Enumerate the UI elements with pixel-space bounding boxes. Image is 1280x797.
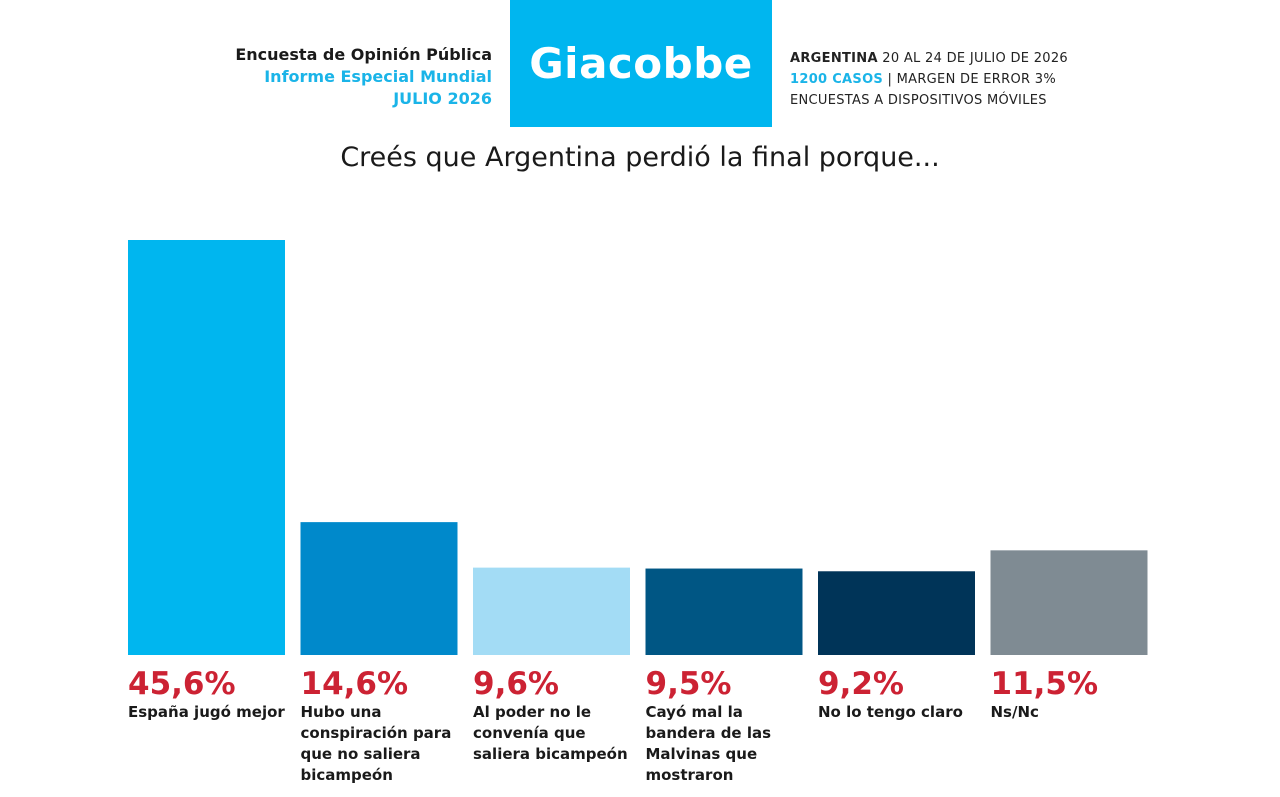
bar-2: [300, 522, 458, 655]
bar-4: [645, 568, 803, 655]
survey-subtitle: Informe Especial Mundial: [264, 67, 492, 86]
giacobbe-logo: Giacobbe: [510, 0, 772, 127]
bar-3: [473, 567, 630, 655]
survey-details: ARGENTINA 20 AL 24 DE JULIO DE 2026 1200…: [790, 48, 1068, 111]
bar-value-label-2: 14,6%: [300, 666, 409, 702]
bar-category-label-6: Ns/Nc: [990, 703, 1039, 721]
survey-dates: 20 AL 24 DE JULIO DE 2026: [877, 51, 1068, 66]
logo-text: Giacobbe: [529, 39, 753, 88]
survey-method: ENCUESTAS A DISPOSITIVOS MÓVILES: [790, 93, 1047, 108]
survey-country: ARGENTINA: [790, 51, 878, 66]
bar-6: [990, 550, 1148, 655]
survey-cases: 1200 CASOS: [790, 72, 884, 87]
survey-title: Encuesta de Opinión Pública: [235, 45, 492, 64]
bar-category-label-2: Hubo una conspiración para que no salier…: [300, 703, 452, 784]
survey-sample: 1200 CASOS | MARGEN DE ERROR 3%: [790, 69, 1068, 90]
bar-value-label-3: 9,6%: [473, 666, 559, 702]
bar-1: [128, 240, 285, 655]
bar-value-label-6: 11,5%: [990, 666, 1099, 702]
survey-location-dates: ARGENTINA 20 AL 24 DE JULIO DE 2026: [790, 48, 1068, 69]
bar-category-label-5: No lo tengo claro: [818, 703, 963, 721]
bar-value-label-1: 45,6%: [128, 666, 236, 702]
bar-category-label-3: Al poder no le convenía que saliera bica…: [473, 703, 628, 763]
bar-value-label-5: 9,2%: [818, 666, 904, 702]
bar-category-label-4: Cayó mal la bandera de las Malvinas que …: [645, 703, 772, 784]
survey-margin: | MARGEN DE ERROR 3%: [883, 72, 1056, 87]
bar-value-label-4: 9,5%: [645, 666, 732, 702]
survey-date: JULIO 2026: [393, 89, 492, 108]
chart-title: Creés que Argentina perdió la final porq…: [340, 142, 940, 173]
bar-category-label-1: España jugó mejor: [128, 703, 285, 721]
survey-info: Encuesta de Opinión Pública Informe Espe…: [235, 44, 492, 110]
bar-5: [818, 571, 975, 655]
